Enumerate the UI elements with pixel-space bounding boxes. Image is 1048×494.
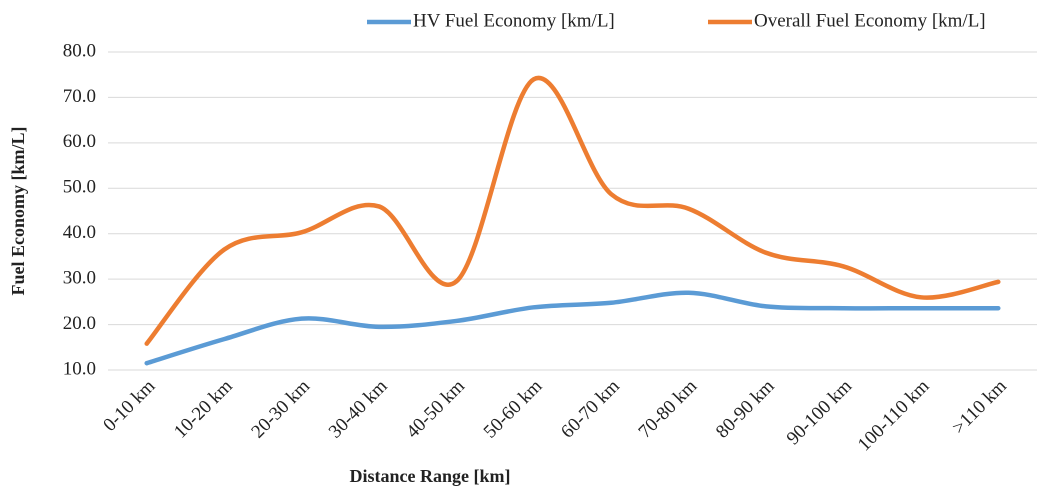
y-tick-label: 10.0 (63, 358, 96, 379)
x-tick-label: 50-60 km (480, 376, 547, 443)
x-tick-label: 60-70 km (557, 376, 624, 443)
y-axis-title: Fuel Economy [km/L] (8, 127, 28, 296)
y-tick-label: 60.0 (63, 131, 96, 152)
x-tick-label: 40-50 km (402, 376, 469, 443)
y-tick-label: 80.0 (63, 40, 96, 61)
legend-label: HV Fuel Economy [km/L] (413, 10, 615, 31)
y-tick-label: 20.0 (63, 313, 96, 334)
y-tick-label: 40.0 (63, 222, 96, 243)
x-tick-label: 70-80 km (635, 376, 702, 443)
x-tick-label: 80-90 km (712, 376, 779, 443)
x-tick-label: 0-10 km (99, 376, 159, 436)
legend-label: Overall Fuel Economy [km/L] (754, 10, 986, 31)
x-tick-label: >110 km (948, 376, 1011, 439)
y-tick-label: 50.0 (63, 177, 96, 198)
x-tick-label: 90-100 km (783, 376, 857, 450)
y-tick-label: 70.0 (63, 86, 96, 107)
x-tick-label: 20-30 km (247, 376, 314, 443)
x-tick-label: 30-40 km (325, 376, 392, 443)
x-axis-title: Distance Range [km] (350, 466, 511, 486)
line-series (144, 290, 1001, 366)
line-series (144, 75, 1001, 346)
y-tick-label: 30.0 (63, 268, 96, 289)
x-tick-label: 10-20 km (170, 376, 237, 443)
x-tick-label: 100-110 km (854, 376, 934, 456)
